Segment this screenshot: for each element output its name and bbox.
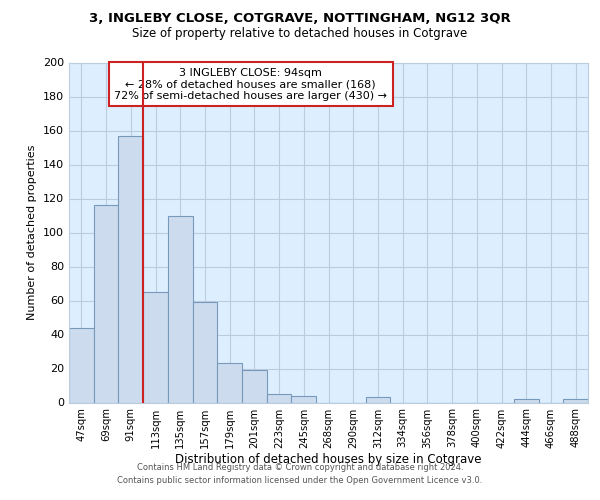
- Text: 3 INGLEBY CLOSE: 94sqm
← 28% of detached houses are smaller (168)
72% of semi-de: 3 INGLEBY CLOSE: 94sqm ← 28% of detached…: [114, 68, 387, 101]
- Bar: [193, 302, 217, 402]
- Text: Contains public sector information licensed under the Open Government Licence v3: Contains public sector information licen…: [118, 476, 482, 485]
- Bar: [168, 216, 193, 402]
- Bar: [292, 396, 316, 402]
- Bar: [514, 399, 539, 402]
- Bar: [69, 328, 94, 402]
- Text: Size of property relative to detached houses in Cotgrave: Size of property relative to detached ho…: [133, 28, 467, 40]
- Bar: [217, 364, 242, 403]
- Bar: [94, 206, 118, 402]
- Bar: [242, 370, 267, 402]
- Bar: [563, 399, 588, 402]
- Text: 3, INGLEBY CLOSE, COTGRAVE, NOTTINGHAM, NG12 3QR: 3, INGLEBY CLOSE, COTGRAVE, NOTTINGHAM, …: [89, 12, 511, 26]
- Bar: [118, 136, 143, 402]
- Bar: [267, 394, 292, 402]
- Y-axis label: Number of detached properties: Number of detached properties: [28, 145, 37, 320]
- Bar: [143, 292, 168, 403]
- Bar: [365, 398, 390, 402]
- X-axis label: Distribution of detached houses by size in Cotgrave: Distribution of detached houses by size …: [175, 454, 482, 466]
- Text: Contains HM Land Registry data © Crown copyright and database right 2024.: Contains HM Land Registry data © Crown c…: [137, 462, 463, 471]
